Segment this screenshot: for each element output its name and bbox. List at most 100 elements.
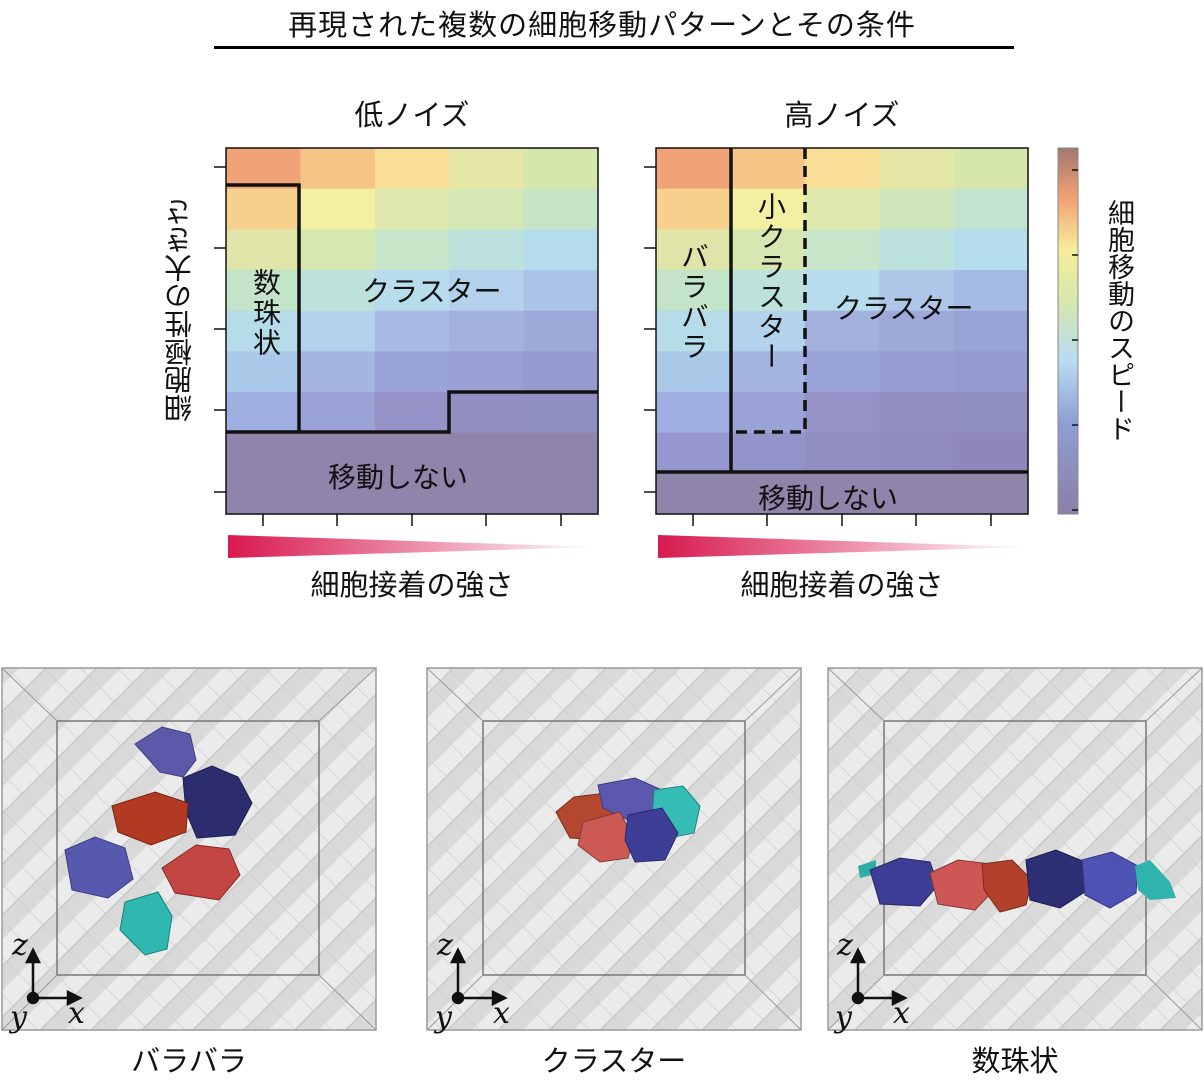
- heatmap-high-noise: [655, 147, 1029, 515]
- heatmap-cell: [730, 188, 806, 230]
- region-label-cluster-high: クラスター: [834, 292, 974, 325]
- heatmap-cell: [449, 473, 525, 515]
- heatmap-cell: [300, 148, 376, 190]
- heatmap-cell: [449, 229, 525, 271]
- y-ticks: [214, 166, 656, 493]
- heatmap-cell: [374, 351, 450, 393]
- heatmap-cell: [879, 270, 955, 312]
- heatmap-cell: [449, 351, 525, 393]
- boundary-beaded: [226, 183, 301, 432]
- heatmap-cell: [730, 229, 806, 271]
- heatmap-cell: [300, 229, 376, 271]
- heatmap-cell: [879, 148, 955, 190]
- heatmap-cell: [300, 392, 376, 434]
- axis-y-1: y: [10, 1000, 27, 1035]
- region-label-cluster-low: クラスター: [362, 275, 502, 308]
- heatmap-cell: [953, 188, 1029, 230]
- bead-4: [1025, 849, 1089, 909]
- heatmap-cell: [656, 392, 731, 434]
- x-axis-label-high: 細胞接着の強さ: [740, 568, 944, 602]
- heatmap-cell: [300, 188, 376, 230]
- heatmap-cell: [656, 229, 731, 271]
- sim-panel-scattered: [1, 667, 377, 1031]
- region-label-beaded: 数珠状: [249, 268, 282, 358]
- heatmap-cell: [300, 351, 376, 393]
- heatmap-cell: [449, 310, 525, 352]
- region-label-no-move-high: 移動しない: [758, 482, 899, 515]
- heatmap-cell: [523, 473, 599, 515]
- heatmap-cell: [523, 392, 599, 434]
- heatmap-cell: [226, 229, 301, 271]
- bead-5: [1081, 851, 1139, 909]
- heatmap-cell: [730, 270, 806, 312]
- heatmap-cell: [523, 351, 599, 393]
- heatmap-cell: [879, 188, 955, 230]
- adhesion-gradient-right: [658, 535, 1028, 558]
- heatmap-cell: [656, 351, 731, 393]
- heatmap-cell: [804, 270, 880, 312]
- panel-title-low-noise: 低ノイズ: [354, 98, 470, 132]
- bead-2: [929, 859, 995, 911]
- heatmap-cell: [804, 148, 880, 190]
- heatmap-cell: [656, 432, 731, 474]
- axis-glyphs: [24, 947, 908, 1007]
- heatmap-cell: [879, 351, 955, 393]
- heatmap-cell: [656, 188, 731, 230]
- panel-title-high-noise: 高ノイズ: [784, 98, 900, 132]
- heatmap-cell: [523, 270, 599, 312]
- heatmap-cell: [730, 351, 806, 393]
- bead-3: [981, 859, 1033, 913]
- heatmap-cell: [879, 473, 955, 515]
- cell-blue-2: [64, 836, 134, 899]
- heatmap-cell: [804, 310, 880, 352]
- heatmap-cell: [953, 270, 1029, 312]
- heatmap-cell: [374, 188, 450, 230]
- cluster-cell-4: [577, 811, 634, 863]
- heatmap-cell: [879, 229, 955, 271]
- cell-red-2: [161, 844, 241, 901]
- heatmap-cell: [656, 473, 731, 515]
- axis-z-3: z: [837, 928, 853, 963]
- heatmap-cell: [374, 148, 450, 190]
- adhesion-gradient-left: [228, 535, 598, 558]
- heatmap-cell: [449, 188, 525, 230]
- heatmap-cell: [804, 229, 880, 271]
- heatmap-cell: [523, 148, 599, 190]
- heatmap-cell: [226, 148, 301, 190]
- cell-red-1: [111, 791, 189, 846]
- colorbar: [1057, 147, 1079, 515]
- heatmap-cell: [374, 310, 450, 352]
- boundary-small-cluster: [731, 148, 807, 434]
- heatmap-cell: [804, 351, 880, 393]
- heatmap-cell: [300, 310, 376, 352]
- axis-y-3: y: [835, 1000, 852, 1035]
- heatmap-cell: [523, 310, 599, 352]
- heatmap-cell: [656, 148, 731, 190]
- heatmap-cell: [226, 270, 301, 312]
- heatmap-cell: [300, 432, 376, 474]
- cluster-cell-3: [651, 785, 701, 839]
- colorbar-label: 細胞移動のスピード: [1103, 198, 1134, 442]
- heatmap-cell: [300, 473, 376, 515]
- heatmap-cell: [953, 392, 1029, 434]
- heatmap-cell: [879, 310, 955, 352]
- heatmap-cell: [953, 148, 1029, 190]
- axis-z-2: z: [437, 928, 453, 963]
- heatmap-cell: [374, 473, 450, 515]
- heatmap-cell: [953, 310, 1029, 352]
- heatmap-cell: [374, 270, 450, 312]
- heatmap-cell: [656, 310, 731, 352]
- heatmap-cell: [449, 392, 525, 434]
- sim-caption-beaded: 数珠状: [971, 1044, 1059, 1078]
- heatmap-cell: [953, 473, 1029, 515]
- heatmap-cell: [804, 392, 880, 434]
- heatmap-cell: [523, 432, 599, 474]
- sim-caption-scattered: バラバラ: [131, 1044, 247, 1078]
- colorbar-ticks: [1072, 169, 1078, 511]
- heatmap-cell: [804, 432, 880, 474]
- heatmap-cell: [226, 351, 301, 393]
- heatmap-cell: [226, 310, 301, 352]
- cluster-cell-2: [597, 777, 663, 821]
- region-label-small-cluster: 小クラスター: [754, 192, 787, 372]
- heatmap-cell: [730, 473, 806, 515]
